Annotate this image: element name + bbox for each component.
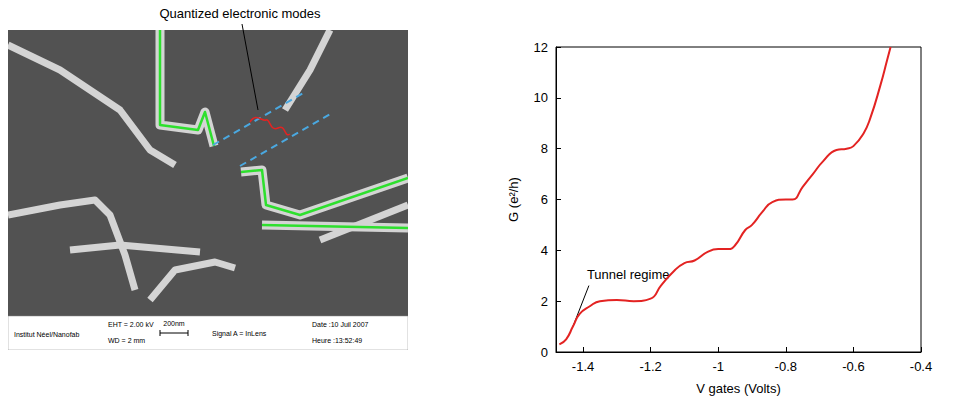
svg-text:0: 0 xyxy=(541,345,548,360)
svg-text:Signal A = InLens: Signal A = InLens xyxy=(212,330,267,338)
svg-text:-0.6: -0.6 xyxy=(842,359,864,374)
svg-text:-0.8: -0.8 xyxy=(775,359,797,374)
svg-text:-1.4: -1.4 xyxy=(572,359,594,374)
svg-text:Institut Néel/Nanofab: Institut Néel/Nanofab xyxy=(14,331,79,338)
svg-text:4: 4 xyxy=(541,243,548,258)
svg-text:V gates (Volts): V gates (Volts) xyxy=(696,381,781,396)
svg-text:EHT = 2.00 kV: EHT = 2.00 kV xyxy=(108,321,154,328)
svg-text:Tunnel regime: Tunnel regime xyxy=(587,267,670,282)
svg-text:2: 2 xyxy=(541,294,548,309)
svg-text:6: 6 xyxy=(541,192,548,207)
svg-text:10: 10 xyxy=(534,90,548,105)
svg-text:-1.2: -1.2 xyxy=(639,359,661,374)
svg-text:8: 8 xyxy=(541,141,548,156)
svg-text:-0.4: -0.4 xyxy=(910,359,932,374)
svg-text:200nm: 200nm xyxy=(163,320,185,327)
svg-text:WD = 2 mm: WD = 2 mm xyxy=(108,337,145,344)
svg-text:G (e²/h): G (e²/h) xyxy=(506,177,521,222)
svg-text:Quantized electronic modes: Quantized electronic modes xyxy=(159,6,321,21)
svg-text:12: 12 xyxy=(534,40,548,55)
svg-text:-1: -1 xyxy=(712,359,724,374)
svg-text:Heure :13:52:49: Heure :13:52:49 xyxy=(312,337,362,344)
svg-text:Date :10 Juil 2007: Date :10 Juil 2007 xyxy=(312,321,369,328)
